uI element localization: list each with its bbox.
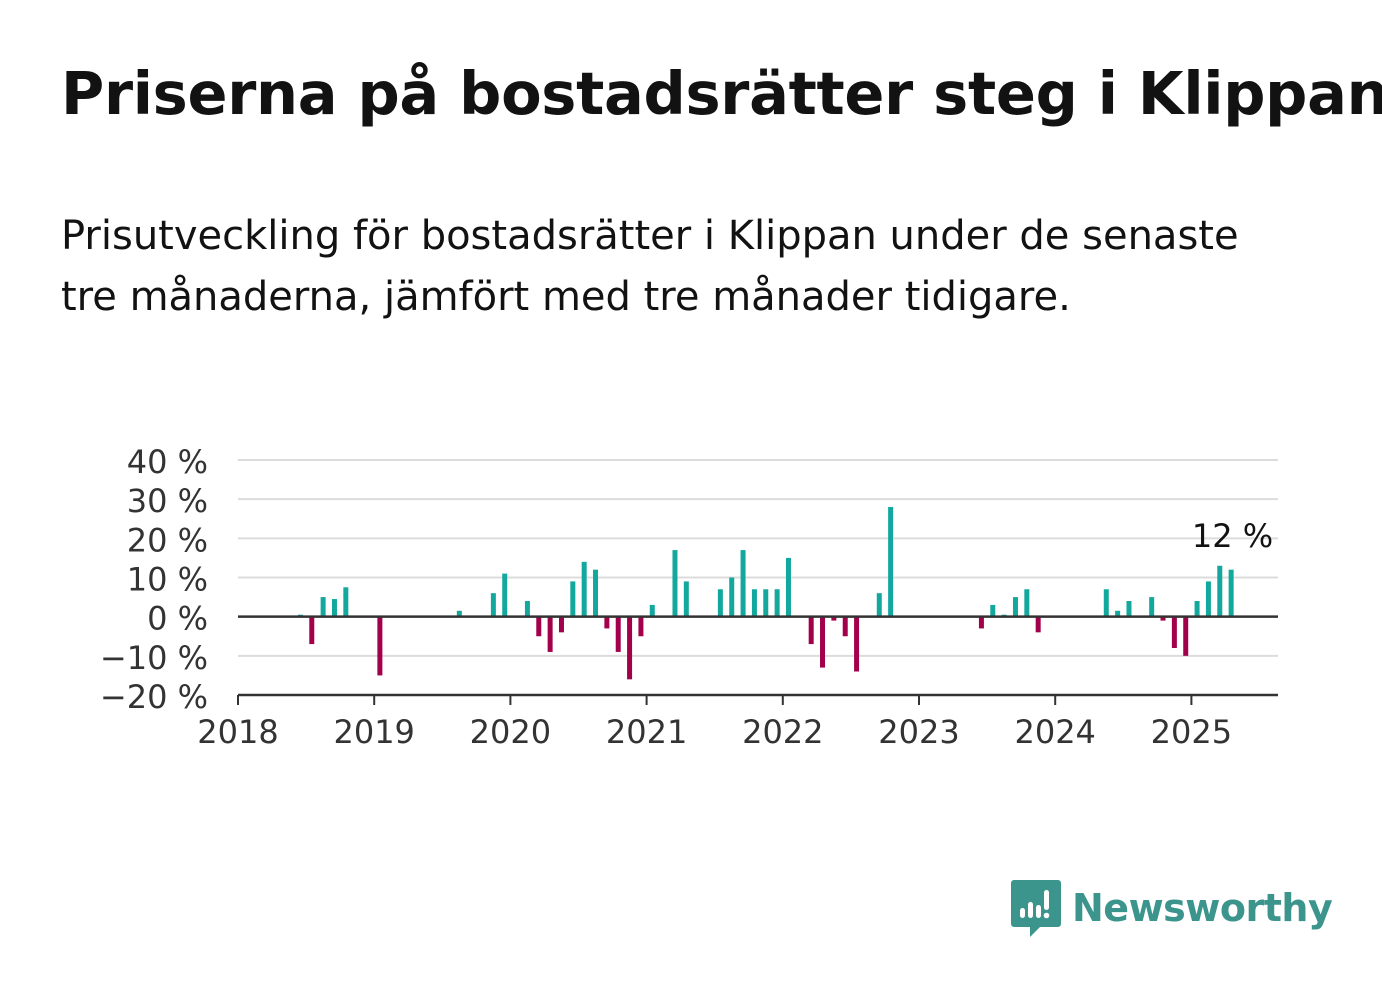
bar bbox=[343, 587, 349, 617]
bar bbox=[615, 616, 621, 652]
bar bbox=[751, 589, 757, 617]
bar bbox=[1228, 569, 1234, 617]
x-tick-label: 2022 bbox=[742, 713, 823, 751]
bar bbox=[831, 616, 837, 621]
bar bbox=[604, 616, 610, 629]
y-tick-label: 20 % bbox=[127, 521, 208, 559]
x-tick-label: 2020 bbox=[470, 713, 551, 751]
bar bbox=[1115, 610, 1121, 617]
y-tick-label: 0 % bbox=[147, 600, 208, 638]
bar bbox=[672, 550, 678, 617]
bar bbox=[820, 616, 826, 668]
y-tick-label: 30 % bbox=[127, 482, 208, 520]
bar bbox=[456, 610, 462, 617]
bar bbox=[774, 589, 780, 617]
bar bbox=[763, 589, 769, 617]
y-tick-label: −20 % bbox=[100, 678, 208, 716]
x-axis-ticks: 2018 2019 2020 2021 2022 2023 2024 2025 bbox=[197, 695, 1232, 751]
chart-subtitle: Prisutveckling för bostadsrätter i Klipp… bbox=[61, 213, 1239, 320]
y-tick-label: 10 % bbox=[127, 561, 208, 599]
bar bbox=[536, 616, 542, 637]
bar bbox=[1126, 601, 1132, 617]
bar bbox=[309, 616, 315, 645]
x-tick-label: 2018 bbox=[197, 713, 278, 751]
chart-bubble-icon bbox=[1011, 880, 1061, 937]
bar bbox=[649, 604, 655, 617]
bar bbox=[785, 557, 791, 617]
axes bbox=[238, 615, 1278, 697]
brand-name: Newsworthy bbox=[1072, 886, 1333, 930]
bar bbox=[377, 616, 383, 676]
y-tick-label: 40 % bbox=[127, 443, 208, 481]
bar bbox=[990, 604, 996, 617]
bar bbox=[876, 593, 882, 617]
x-tick-label: 2023 bbox=[878, 713, 959, 751]
bar bbox=[854, 616, 860, 672]
bar bbox=[524, 601, 530, 617]
y-axis-ticks: −20 %−10 %0 %10 %20 %30 %40 % bbox=[100, 443, 208, 716]
chart-title: Priserna på bostadsrätter steg i Klippan bbox=[61, 59, 1382, 128]
annotations: 12 % bbox=[1192, 517, 1273, 555]
bar bbox=[1035, 616, 1041, 633]
bar bbox=[581, 561, 587, 617]
bar bbox=[558, 616, 564, 633]
x-tick-label: 2021 bbox=[606, 713, 687, 751]
bar bbox=[1160, 616, 1166, 621]
bar bbox=[729, 577, 735, 617]
bar bbox=[502, 573, 508, 617]
bar bbox=[1149, 597, 1155, 617]
bar bbox=[1205, 581, 1211, 617]
bar bbox=[1171, 616, 1177, 648]
gridlines bbox=[238, 459, 1278, 657]
bar bbox=[1012, 597, 1018, 617]
x-tick-label: 2019 bbox=[333, 713, 414, 751]
annotation-label: 12 % bbox=[1192, 517, 1273, 555]
bar bbox=[717, 589, 723, 617]
bar bbox=[1183, 616, 1189, 656]
y-tick-label: −10 % bbox=[100, 639, 208, 677]
bar bbox=[627, 616, 633, 680]
bar bbox=[1194, 601, 1200, 617]
bar bbox=[1024, 589, 1030, 617]
bar bbox=[331, 599, 337, 617]
bar bbox=[683, 581, 689, 617]
bar bbox=[547, 616, 553, 652]
bar bbox=[1103, 589, 1109, 617]
bar bbox=[320, 597, 326, 617]
bar bbox=[570, 581, 576, 617]
newsworthy-logo: Newsworthy bbox=[1010, 878, 1333, 938]
bar-chart: −20 %−10 %0 %10 %20 %30 %40 % 2018 2019 20… bbox=[100, 443, 1278, 751]
bar bbox=[888, 507, 894, 617]
bar bbox=[740, 550, 746, 617]
bar bbox=[978, 616, 984, 629]
bars bbox=[297, 507, 1234, 680]
x-tick-label: 2024 bbox=[1014, 713, 1095, 751]
bar bbox=[808, 616, 814, 645]
bar bbox=[1217, 565, 1223, 617]
x-tick-label: 2025 bbox=[1151, 713, 1232, 751]
bar bbox=[638, 616, 644, 637]
bar bbox=[842, 616, 848, 637]
bar bbox=[490, 593, 496, 617]
bar bbox=[593, 569, 599, 617]
